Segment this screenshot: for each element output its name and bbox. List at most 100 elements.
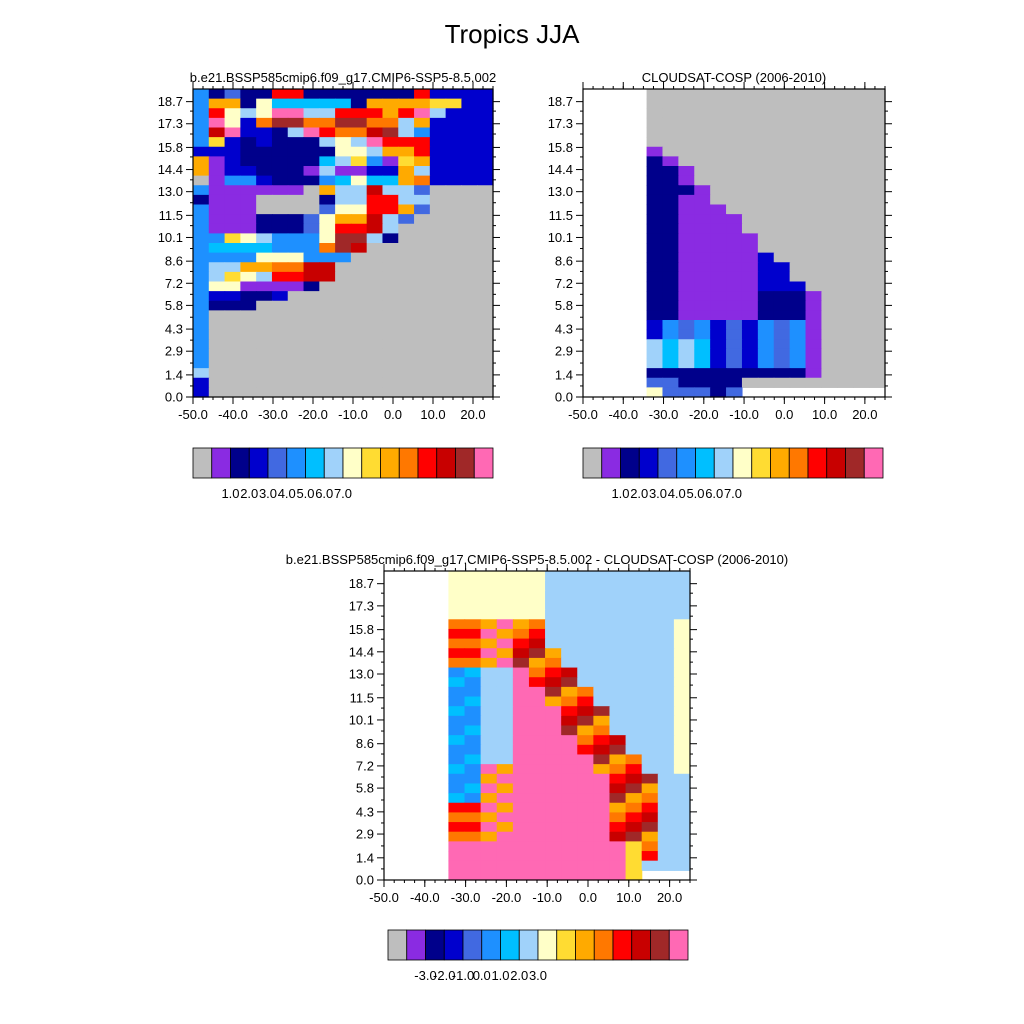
diff-cell <box>480 599 498 611</box>
model-cell <box>429 387 447 398</box>
obs-cell <box>773 329 791 340</box>
diff-cell <box>673 619 691 630</box>
obs-cell <box>853 310 870 321</box>
model-cell <box>303 223 320 234</box>
diff-cell <box>641 590 659 601</box>
obs-cell <box>805 310 823 321</box>
obs-cell <box>821 233 838 244</box>
obs-cell <box>741 262 759 273</box>
obs-colorbar-label: 4.0 <box>668 486 686 501</box>
obs-cell <box>694 127 711 138</box>
model-colorbar-swatch <box>473 447 494 479</box>
model-cell <box>350 214 368 225</box>
obs-cell <box>837 108 854 119</box>
obs-cell <box>726 204 743 215</box>
diff-cell <box>609 657 627 669</box>
model-cell <box>477 223 494 234</box>
diff-cell <box>464 657 482 669</box>
model-cell <box>256 377 273 388</box>
diff-cell <box>480 619 498 630</box>
model-cell <box>287 281 305 292</box>
obs-cell <box>710 127 727 138</box>
obs-cell <box>805 339 823 350</box>
obs-cell <box>853 320 870 331</box>
model-cell <box>224 281 241 292</box>
model-colorbar-swatch <box>267 447 288 479</box>
diff-cell <box>496 851 514 862</box>
diff-cell <box>528 706 546 717</box>
model-cell <box>429 156 447 167</box>
obs-colorbar-swatch <box>845 447 865 479</box>
model-cell <box>414 214 431 225</box>
diff-cell <box>609 590 627 601</box>
diff-cell <box>448 677 466 688</box>
model-cell <box>382 137 399 148</box>
diff-cell <box>577 802 594 814</box>
model-cell <box>303 358 320 369</box>
model-cell <box>193 377 210 388</box>
model-cell <box>208 117 226 129</box>
diff-cell <box>593 754 611 765</box>
model-cell <box>208 320 226 331</box>
diff-cell <box>545 764 562 775</box>
obs-colorbar-label: 7.0 <box>724 486 742 501</box>
diff-cell <box>512 764 530 775</box>
obs-cell <box>662 204 679 215</box>
diff-cell <box>641 860 659 871</box>
obs-cell <box>678 271 695 283</box>
diff-cell <box>561 870 578 881</box>
obs-cell <box>789 175 807 186</box>
diff-cell <box>593 657 611 669</box>
diff-cell <box>609 667 627 678</box>
diff-cell <box>641 822 659 833</box>
diff-cell <box>673 609 691 620</box>
obs-cell <box>741 329 759 340</box>
diff-cell <box>464 696 482 707</box>
obs-cell <box>757 368 775 379</box>
diff-cell <box>657 677 675 688</box>
diff-cell <box>545 590 562 601</box>
model-cell <box>414 281 431 292</box>
model-cell <box>287 271 305 283</box>
model-cell <box>445 214 463 225</box>
model-cell <box>445 358 463 369</box>
obs-cell <box>726 175 743 186</box>
diff-cell <box>657 841 675 852</box>
obs-cell <box>662 194 679 206</box>
obs-cell <box>789 262 807 273</box>
diff-cell <box>577 735 594 746</box>
obs-cell <box>741 243 759 254</box>
obs-ytick-label: 18.7 <box>548 94 573 109</box>
diff-cell <box>657 773 675 785</box>
model-cell <box>429 194 447 206</box>
obs-cell <box>726 156 743 167</box>
obs-cell <box>678 223 695 234</box>
model-cell <box>335 223 352 234</box>
model-cell <box>445 329 463 340</box>
diff-ytick-label: 2.9 <box>356 827 374 842</box>
model-cell <box>240 320 257 331</box>
diff-cell <box>528 773 546 785</box>
obs-cell <box>726 223 743 234</box>
diff-cell <box>561 851 578 862</box>
obs-cell <box>869 348 886 360</box>
diff-cell <box>609 812 627 823</box>
obs-cell <box>821 262 838 273</box>
diff-cell <box>545 599 562 611</box>
obs-cell <box>710 194 727 206</box>
model-cell <box>429 339 447 350</box>
obs-cell <box>710 271 727 283</box>
obs-cell <box>837 185 854 196</box>
obs-ytick-label: 14.4 <box>548 162 573 177</box>
obs-cell <box>821 300 838 311</box>
obs-cell <box>821 377 838 388</box>
model-cell <box>224 320 241 331</box>
model-cell <box>208 262 226 273</box>
obs-cell <box>869 262 886 273</box>
diff-cell <box>593 764 611 775</box>
model-cell <box>319 271 336 283</box>
model-cell <box>256 262 273 273</box>
diff-colorbar-swatch <box>406 929 426 961</box>
model-cell <box>414 310 431 321</box>
diff-ytick-label: 1.4 <box>356 850 374 865</box>
